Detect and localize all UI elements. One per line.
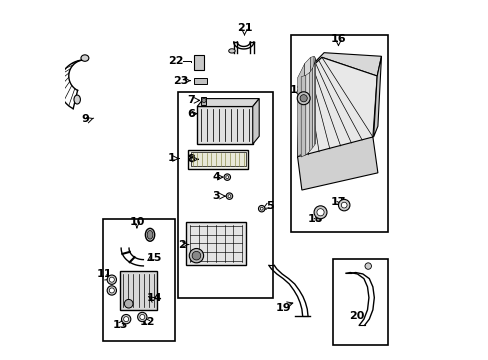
Text: 21: 21 [236,23,252,33]
Circle shape [338,199,349,211]
Circle shape [300,95,306,102]
Polygon shape [312,62,314,148]
Circle shape [121,315,131,324]
Circle shape [137,312,147,321]
Bar [191,152,245,166]
Text: 17: 17 [330,197,346,207]
Text: 10: 10 [129,217,144,227]
Bar [102,220,174,341]
Polygon shape [297,63,304,157]
Ellipse shape [74,95,80,104]
Circle shape [140,315,144,319]
Text: 4: 4 [212,172,220,182]
Circle shape [107,286,116,295]
Circle shape [341,202,346,208]
Circle shape [109,288,114,293]
Bar [186,222,245,265]
Polygon shape [197,99,259,107]
Polygon shape [309,68,312,151]
Bar [290,35,387,232]
Text: 2: 2 [178,239,185,249]
Ellipse shape [145,228,154,241]
Polygon shape [305,72,309,155]
Bar [201,97,206,105]
Polygon shape [304,57,310,151]
Polygon shape [373,56,381,137]
Polygon shape [313,56,315,144]
Bar [120,271,157,310]
Text: 8: 8 [187,154,195,164]
Bar [188,149,248,169]
Text: 3: 3 [212,191,220,201]
Circle shape [225,176,228,179]
Polygon shape [301,75,305,157]
Circle shape [313,206,326,219]
Bar [333,259,387,345]
Text: 11: 11 [97,269,112,279]
Text: 5: 5 [266,201,274,211]
Polygon shape [310,56,313,147]
Ellipse shape [228,49,235,53]
Circle shape [364,263,371,269]
Text: 16: 16 [330,35,346,44]
Polygon shape [252,99,259,144]
Bar [193,55,204,69]
Ellipse shape [147,230,153,239]
Circle shape [189,248,203,263]
Text: 14: 14 [147,293,163,303]
Circle shape [123,317,128,321]
Polygon shape [297,57,376,173]
Polygon shape [314,58,315,145]
Circle shape [297,92,309,105]
Text: 15: 15 [147,253,162,263]
Polygon shape [297,137,377,190]
Text: 1: 1 [168,153,176,163]
Text: 9: 9 [81,114,89,124]
Text: 20: 20 [348,311,364,321]
Text: 7: 7 [187,95,195,105]
Text: 18: 18 [289,85,305,95]
Bar [193,78,207,84]
Text: 18: 18 [307,215,323,224]
Text: 22: 22 [168,55,184,66]
Circle shape [124,300,133,308]
Text: 13: 13 [112,320,127,330]
Bar [178,92,273,298]
Circle shape [316,209,324,216]
Circle shape [226,193,232,199]
Text: 23: 23 [173,76,188,86]
Circle shape [227,195,230,198]
Text: 6: 6 [187,109,195,119]
Circle shape [202,98,206,103]
Circle shape [107,275,116,284]
Bar [197,107,252,144]
Circle shape [192,251,201,260]
Text: 19: 19 [276,303,291,314]
Polygon shape [299,53,381,78]
Circle shape [260,207,263,210]
Text: 12: 12 [139,317,154,327]
Circle shape [258,206,264,212]
Circle shape [109,277,114,282]
Circle shape [224,174,230,180]
Ellipse shape [81,55,89,61]
